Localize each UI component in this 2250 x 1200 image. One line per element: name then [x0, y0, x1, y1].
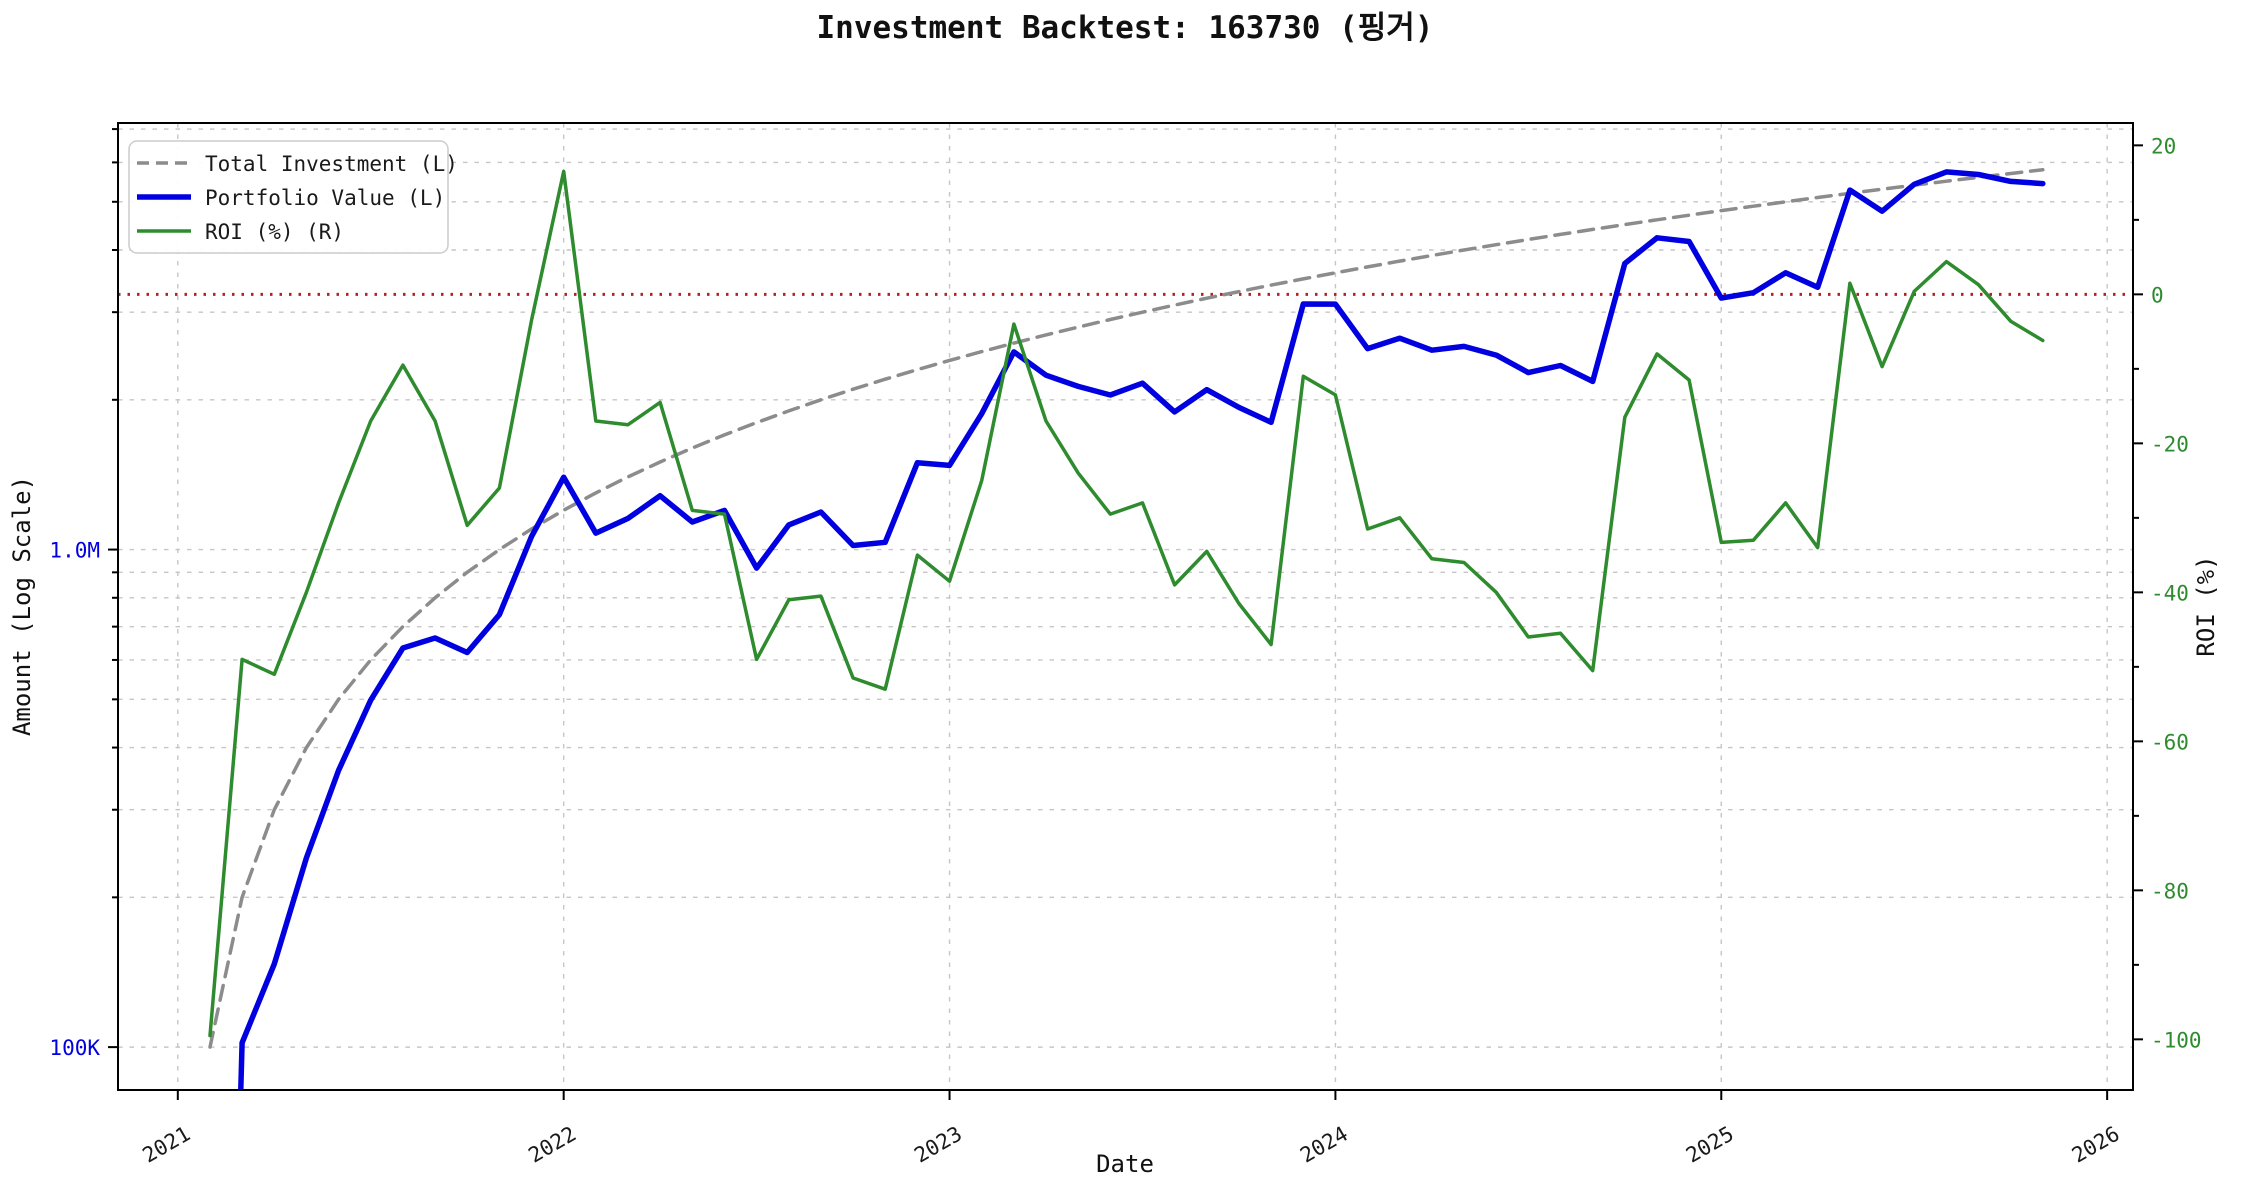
legend-box: [128, 140, 449, 254]
right-tick-label: 20: [2151, 134, 2176, 158]
x-tick-label: 2025: [1682, 1122, 1738, 1168]
grid-layer: [118, 123, 2133, 1090]
legend-item: ROI (%) (R): [137, 220, 344, 244]
legend-item: Portfolio Value (L): [137, 186, 445, 210]
plot-border: [117, 122, 2134, 1091]
left-tick-label: 100K: [49, 1036, 100, 1060]
series-portfolio_value-line: [238, 169, 2046, 1090]
left-tick-label: 1.0M: [49, 539, 100, 563]
right-tick-label: -20: [2151, 432, 2189, 456]
right-tick-label: -80: [2151, 879, 2189, 903]
x-tick-label: 2021: [139, 1122, 195, 1168]
x-tick-label: 2026: [2068, 1122, 2124, 1168]
legend: Total Investment (L) Portfolio Value (L) R…: [128, 140, 458, 254]
x-axis-label: Date: [1096, 1150, 1154, 1178]
legend-label: ROI (%) (R): [205, 220, 344, 244]
series-group: [208, 167, 2046, 1090]
legend-label: Portfolio Value (L): [205, 186, 445, 210]
axes-layer: 2021 2022 2023 2024 2025 2026 100K 1.0M 20 0 -20 -4…: [49, 122, 2202, 1168]
left-axis-label: Amount (Log Scale): [8, 476, 36, 736]
right-tick-label: -100: [2151, 1028, 2202, 1052]
right-tick-label: -40: [2151, 581, 2189, 605]
series-total_investment-line: [208, 167, 2045, 1049]
series-roi-line: [208, 169, 2045, 1038]
right-tick-label: 0: [2151, 283, 2164, 307]
x-tick-label: 2024: [1296, 1122, 1352, 1168]
x-tick-label: 2023: [910, 1122, 966, 1168]
series-layer: [208, 167, 2046, 1090]
x-tick-label: 2022: [524, 1122, 580, 1168]
right-tick-label: -60: [2151, 730, 2189, 754]
legend-label: Total Investment (L): [205, 152, 458, 176]
chart-title: Investment Backtest: 163730 (핑거): [817, 10, 1434, 46]
legend-item: Total Investment (L): [137, 152, 458, 176]
right-axis-label: ROI (%): [2192, 555, 2220, 656]
